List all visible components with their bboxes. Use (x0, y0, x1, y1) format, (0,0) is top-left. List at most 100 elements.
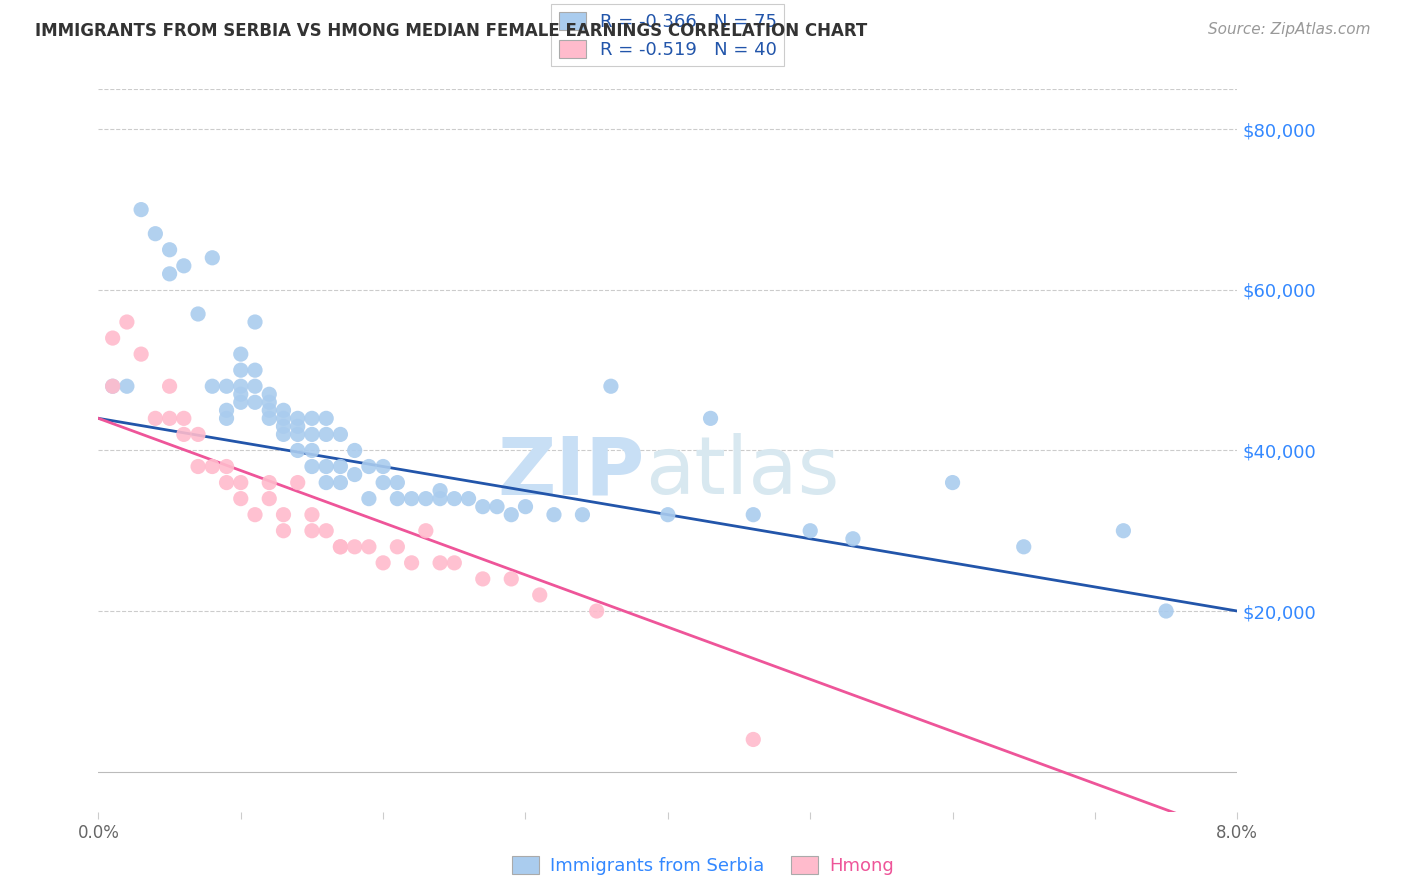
Point (443, 491, 465, 506)
Text: Source: ZipAtlas.com: Source: ZipAtlas.com (1208, 22, 1371, 37)
Point (215, 411, 238, 425)
Point (301, 427, 323, 442)
Point (387, 540, 409, 554)
Point (315, 475, 337, 490)
Point (343, 540, 366, 554)
Point (201, 459, 224, 474)
Point (173, 411, 195, 425)
Point (229, 475, 252, 490)
Point (187, 459, 209, 474)
Point (273, 403, 295, 417)
Point (259, 475, 281, 490)
Point (401, 556, 423, 570)
Point (329, 540, 352, 554)
Point (501, 572, 523, 586)
Point (215, 475, 238, 490)
Point (401, 491, 423, 506)
Point (357, 459, 380, 474)
Legend: R = -0.366   N = 75, R = -0.519   N = 40: R = -0.366 N = 75, R = -0.519 N = 40 (551, 4, 785, 67)
Point (329, 540, 352, 554)
Point (159, 267, 181, 281)
Point (215, 459, 238, 474)
Point (273, 427, 295, 442)
Point (429, 556, 451, 570)
Legend: Immigrants from Serbia, Hmong: Immigrants from Serbia, Hmong (505, 848, 901, 882)
Point (273, 419, 295, 434)
Point (600, 379, 623, 393)
Point (243, 395, 266, 409)
Point (259, 411, 281, 425)
Point (415, 491, 437, 506)
Point (457, 491, 479, 506)
Point (529, 588, 551, 602)
Point (1112, 524, 1135, 538)
Point (101, 379, 124, 393)
Point (371, 475, 394, 490)
Point (101, 331, 124, 345)
Text: ZIP: ZIP (498, 434, 645, 511)
Point (301, 508, 323, 522)
Point (129, 202, 152, 217)
Point (329, 427, 352, 442)
Point (187, 427, 209, 442)
Point (657, 508, 679, 522)
Point (301, 443, 323, 458)
Point (585, 604, 607, 618)
Point (329, 459, 352, 474)
Point (742, 732, 765, 747)
Point (471, 572, 494, 586)
Point (371, 459, 394, 474)
Point (301, 459, 323, 474)
Point (159, 243, 181, 257)
Point (229, 395, 252, 409)
Point (329, 475, 352, 490)
Point (486, 500, 509, 514)
Point (129, 347, 152, 361)
Point (201, 251, 224, 265)
Point (115, 315, 138, 329)
Point (229, 491, 252, 506)
Point (259, 395, 281, 409)
Point (1154, 604, 1177, 618)
Point (115, 379, 138, 393)
Point (273, 411, 295, 425)
Point (287, 475, 309, 490)
Point (343, 443, 366, 458)
Text: IMMIGRANTS FROM SERBIA VS HMONG MEDIAN FEMALE EARNINGS CORRELATION CHART: IMMIGRANTS FROM SERBIA VS HMONG MEDIAN F… (35, 22, 868, 40)
Point (259, 387, 281, 401)
Point (471, 500, 494, 514)
Point (273, 524, 295, 538)
Point (357, 491, 380, 506)
Point (501, 508, 523, 522)
Point (371, 556, 394, 570)
Point (315, 411, 337, 425)
Point (842, 532, 865, 546)
Point (343, 467, 366, 482)
Point (942, 475, 965, 490)
Point (229, 379, 252, 393)
Point (201, 379, 224, 393)
Point (259, 403, 281, 417)
Point (173, 259, 195, 273)
Point (215, 379, 238, 393)
Point (229, 363, 252, 377)
Point (742, 508, 765, 522)
Point (315, 524, 337, 538)
Point (287, 443, 309, 458)
Point (1012, 540, 1035, 554)
Point (287, 411, 309, 425)
Point (301, 524, 323, 538)
Point (287, 419, 309, 434)
Point (145, 227, 167, 241)
Point (229, 387, 252, 401)
Point (273, 508, 295, 522)
Point (243, 315, 266, 329)
Point (571, 508, 593, 522)
Point (301, 411, 323, 425)
Point (287, 427, 309, 442)
Point (259, 491, 281, 506)
Point (357, 540, 380, 554)
Point (315, 427, 337, 442)
Point (415, 524, 437, 538)
Point (387, 475, 409, 490)
